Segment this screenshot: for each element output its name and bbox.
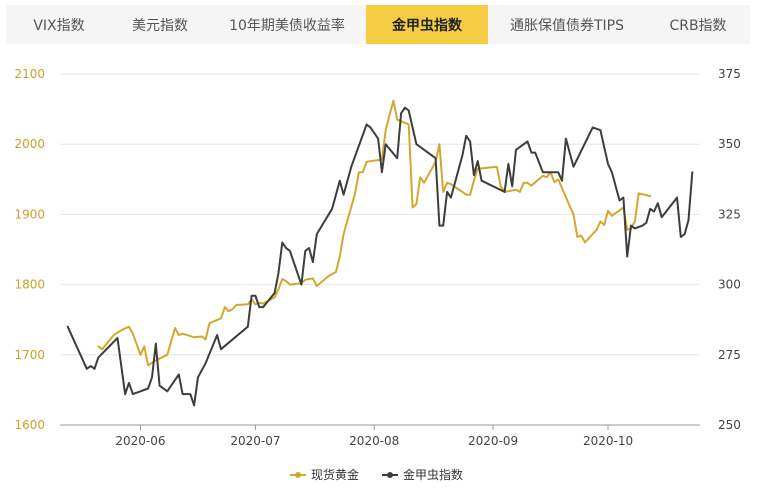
right-axis-ticks: 250 275 300 325 350 375 (718, 67, 741, 432)
right-tick-label: 275 (718, 348, 741, 362)
tab-crb-index[interactable]: CRB指数 (669, 17, 727, 34)
legend-gold-dot-icon (295, 472, 301, 478)
x-axis: 2020-06 2020-07 2020-08 2020-09 2020-10 (115, 425, 633, 448)
right-tick-label: 375 (718, 67, 741, 81)
x-tick-label: 2020-10 (583, 434, 633, 448)
tab-10y-treasury-yield[interactable]: 10年期美债收益率 (229, 17, 345, 34)
tab-gold-bugs-index[interactable]: 金甲虫指数 (366, 5, 488, 44)
legend-item-gold[interactable]: 现货黄金 (290, 467, 359, 482)
x-tick-label: 2020-06 (115, 434, 165, 448)
left-tick-label: 2000 (14, 137, 45, 151)
series-line-spot-gold (97, 99, 652, 367)
x-tick-label: 2020-09 (468, 434, 518, 448)
legend-gold-label: 现货黄金 (311, 467, 359, 482)
legend-item-bugs[interactable]: 金甲虫指数 (382, 467, 463, 482)
left-tick-label: 1800 (14, 278, 45, 292)
right-tick-label: 300 (718, 278, 741, 292)
tab-tips[interactable]: 通胀保值债券TIPS (509, 17, 624, 34)
legend-bugs-label: 金甲虫指数 (403, 467, 463, 482)
legend-bugs-dot-icon (387, 472, 393, 478)
tab-vix[interactable]: VIX指数 (33, 17, 85, 34)
legend: 现货黄金 金甲虫指数 (290, 467, 463, 482)
left-axis-ticks: 1600 1700 1800 1900 2000 2100 (14, 67, 45, 432)
left-tick-label: 1600 (14, 418, 45, 432)
left-tick-label: 1700 (14, 348, 45, 362)
right-tick-label: 250 (718, 418, 741, 432)
left-tick-label: 2100 (14, 67, 45, 81)
series-line-gold-bugs-index (66, 106, 694, 407)
tab-bar: VIX指数 美元指数 10年期美债收益率 金甲虫指数 通胀保值债券TIPS CR… (6, 5, 750, 44)
grid-lines (60, 73, 700, 426)
series-lines (66, 99, 694, 407)
tab-dollar-index[interactable]: 美元指数 (132, 17, 188, 34)
left-tick-label: 1900 (14, 207, 45, 221)
right-tick-label: 350 (718, 137, 741, 151)
right-tick-label: 325 (718, 207, 741, 221)
x-tick-label: 2020-07 (230, 434, 280, 448)
x-tick-label: 2020-08 (349, 434, 399, 448)
